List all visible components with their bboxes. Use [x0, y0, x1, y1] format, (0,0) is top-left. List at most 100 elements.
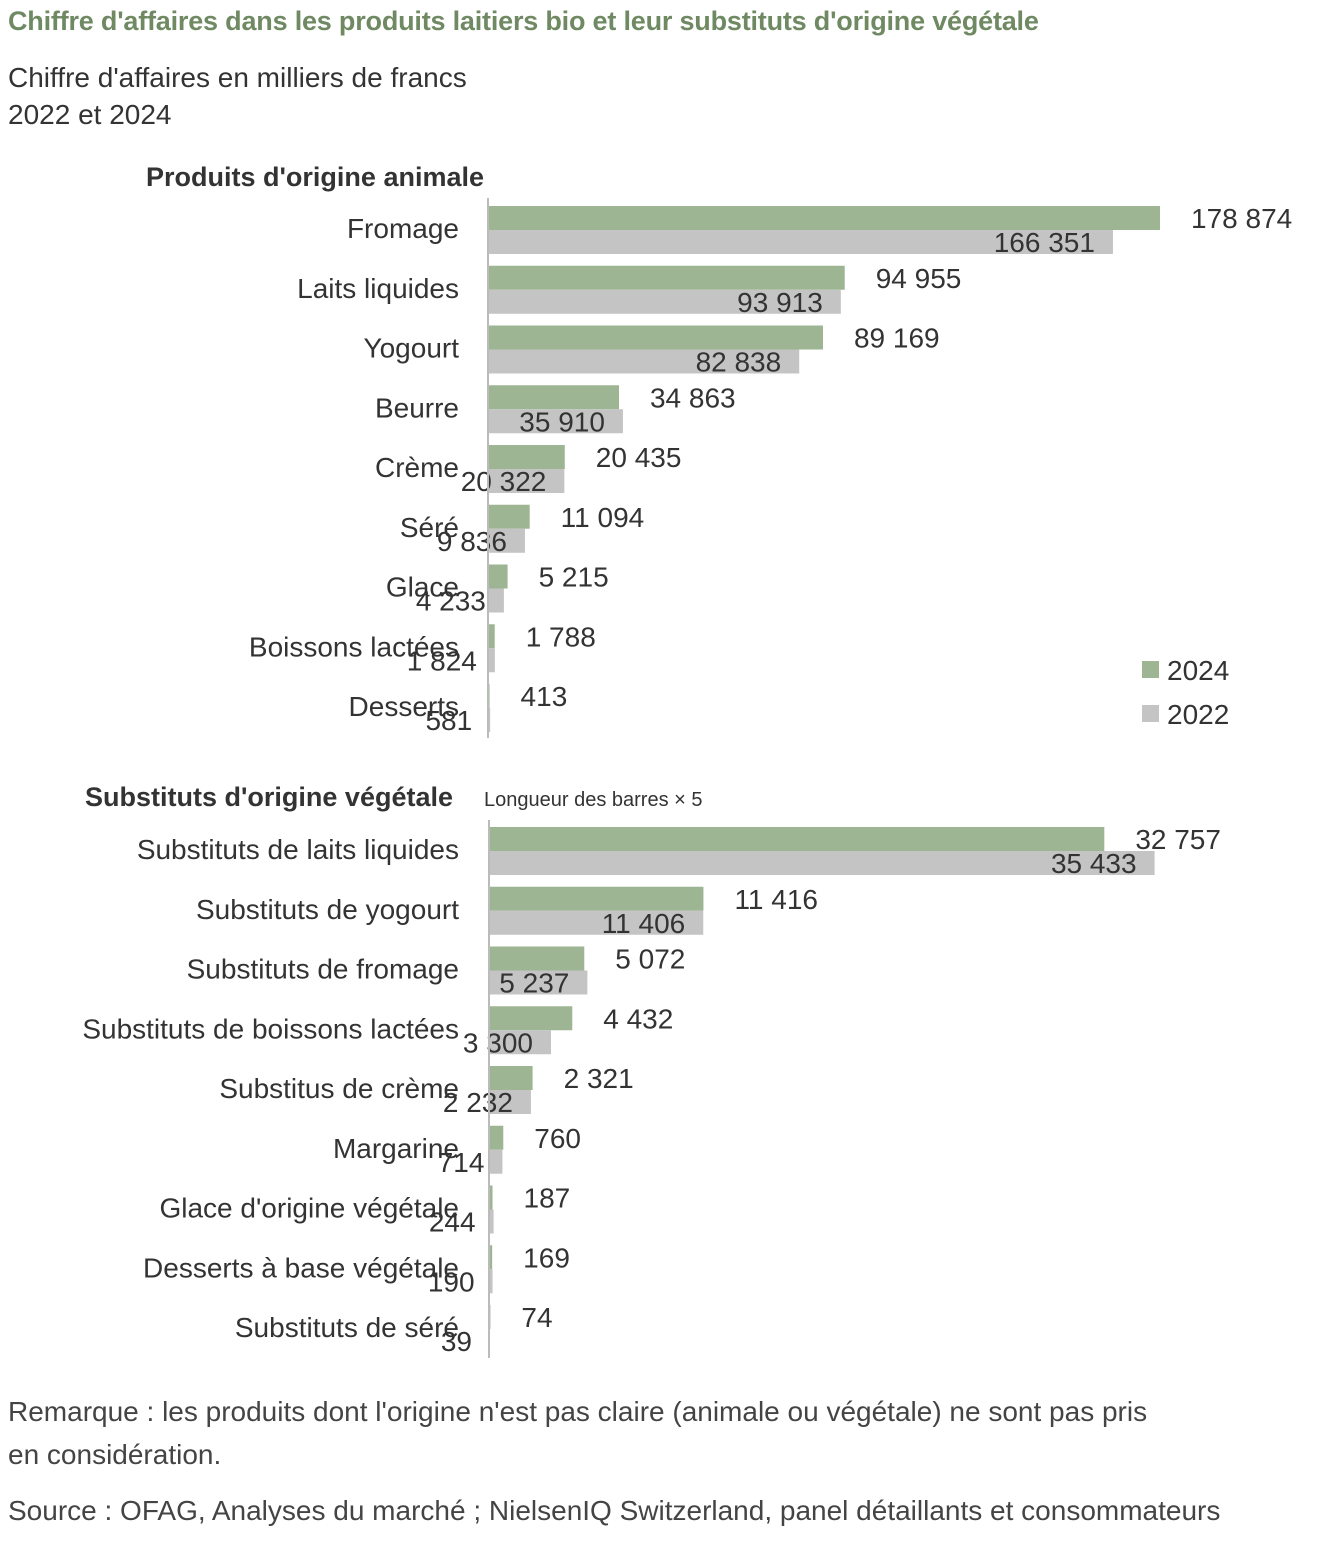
bar-2022	[488, 230, 1113, 254]
category-label: Séré	[400, 512, 459, 543]
bar-2022	[488, 409, 623, 434]
data-label-2024: 413	[521, 681, 568, 712]
chart-years: 2022 et 2024	[8, 99, 172, 130]
data-label-2022: 39	[441, 1326, 472, 1357]
data-label-2024: 5 072	[615, 944, 685, 975]
category-label: Substituts de boissons lactées	[82, 1013, 459, 1044]
scale-annotation: Longueur des barres × 5	[484, 789, 703, 811]
data-label-2024: 178 874	[1191, 203, 1292, 234]
legend-label-2024: 2024	[1167, 655, 1229, 686]
data-label-2024: 1 788	[526, 621, 596, 652]
bar-2024	[489, 1185, 493, 1210]
bar-2022	[488, 648, 495, 673]
bar-2024	[488, 325, 823, 350]
panel-title-2: Substituts d'origine végétale	[85, 782, 453, 812]
category-label: Glace d'origine végétale	[159, 1193, 459, 1224]
legend-swatch-2024	[1142, 661, 1159, 678]
data-label-2022: 190	[428, 1266, 475, 1297]
data-label-2022: 82 838	[696, 347, 782, 378]
category-label: Margarine	[333, 1133, 459, 1164]
bar-2022	[488, 708, 491, 732]
data-label-2024: 11 094	[561, 502, 645, 533]
bar-2022	[489, 1090, 531, 1114]
bar-2022	[488, 528, 525, 553]
data-label-2022: 244	[429, 1207, 476, 1238]
bar-2022	[488, 469, 565, 493]
bar-2024	[488, 504, 530, 529]
bar-2022	[489, 1269, 493, 1294]
bar-2024	[489, 1245, 493, 1270]
panel-title-1: Produits d'origine animale	[146, 162, 484, 192]
source-note: Source : OFAG, Analyses du marché ; Niel…	[8, 1495, 1221, 1526]
bar-2022	[489, 1209, 494, 1234]
bar-2022	[489, 1030, 551, 1055]
data-label-2022: 9 836	[437, 526, 507, 557]
bar-2022	[489, 970, 588, 995]
data-label-2022: 35 433	[1051, 848, 1137, 879]
bar-2024	[489, 1125, 504, 1150]
data-label-2022: 4 233	[416, 586, 486, 617]
category-label: Desserts à base végétale	[143, 1252, 459, 1283]
legend-label-2022: 2022	[1167, 699, 1229, 730]
bar-2022	[489, 851, 1155, 875]
category-label: Boissons lactées	[249, 631, 459, 662]
bar-2024	[488, 385, 619, 410]
remark-line-2: en considération.	[8, 1439, 222, 1470]
category-label: Crème	[375, 452, 459, 483]
category-label: Substituts de fromage	[187, 954, 459, 985]
data-label-2024: 11 416	[734, 884, 818, 915]
data-label-2024: 20 435	[596, 442, 682, 473]
data-label-2024: 187	[524, 1183, 571, 1214]
bar-2022	[489, 1149, 503, 1174]
data-label-2024: 169	[523, 1242, 570, 1273]
category-label: Yogourt	[364, 333, 460, 364]
data-label-2024: 4 432	[603, 1003, 673, 1034]
data-label-2024: 74	[521, 1302, 552, 1333]
category-label: Glace	[386, 572, 459, 603]
data-label-2022: 714	[438, 1147, 485, 1178]
bar-2022	[489, 910, 704, 935]
category-label: Substituts de yogourt	[196, 894, 459, 925]
data-label-2022: 3 300	[463, 1027, 533, 1058]
category-label: Substituts de séré	[235, 1312, 459, 1343]
data-label-2022: 20 322	[461, 466, 547, 497]
chart-subtitle: Chiffre d'affaires en milliers de francs	[8, 62, 467, 93]
bar-2022	[488, 588, 504, 613]
category-label: Substituts de laits liquides	[137, 834, 459, 865]
category-label: Fromage	[347, 213, 459, 244]
bar-2024	[488, 564, 508, 589]
data-label-2022: 5 237	[499, 968, 569, 999]
bar-2024	[489, 946, 585, 971]
data-label-2024: 5 215	[539, 562, 609, 593]
bar-2024	[489, 1006, 573, 1031]
bar-chart: Produits d'origine animale Fromage 178 874…	[82, 162, 1292, 1358]
bar-2024	[488, 445, 565, 469]
category-label: Beurre	[375, 392, 459, 423]
data-label-2022: 35 910	[519, 406, 605, 437]
data-label-2022: 11 406	[602, 908, 686, 939]
bar-2022	[488, 289, 841, 314]
bar-2024	[489, 827, 1105, 851]
data-label-2024: 34 863	[650, 382, 736, 413]
data-label-2022: 93 913	[737, 287, 823, 318]
bar-2024	[489, 886, 704, 911]
data-label-2024: 89 169	[854, 323, 940, 354]
category-label: Substitus de crème	[219, 1073, 459, 1104]
data-label-2022: 581	[425, 705, 472, 736]
data-label-2022: 2 232	[443, 1087, 513, 1118]
bar-2024	[489, 1066, 533, 1090]
bar-2024	[488, 206, 1160, 230]
data-label-2022: 1 824	[407, 645, 477, 676]
bar-2024	[488, 265, 845, 290]
data-label-2024: 2 321	[564, 1063, 634, 1094]
data-label-2024: 94 955	[876, 263, 962, 294]
data-label-2022: 166 351	[994, 227, 1095, 258]
data-label-2024: 760	[534, 1123, 581, 1154]
data-label-2024: 32 757	[1135, 824, 1221, 855]
remark-line-1: Remarque : les produits dont l'origine n…	[8, 1396, 1148, 1427]
legend-swatch-2022	[1142, 705, 1159, 722]
bar-2022	[488, 349, 800, 374]
category-label: Laits liquides	[297, 273, 459, 304]
category-label: Desserts	[349, 691, 459, 722]
chart-title: Chiffre d'affaires dans les produits lai…	[8, 6, 1039, 36]
